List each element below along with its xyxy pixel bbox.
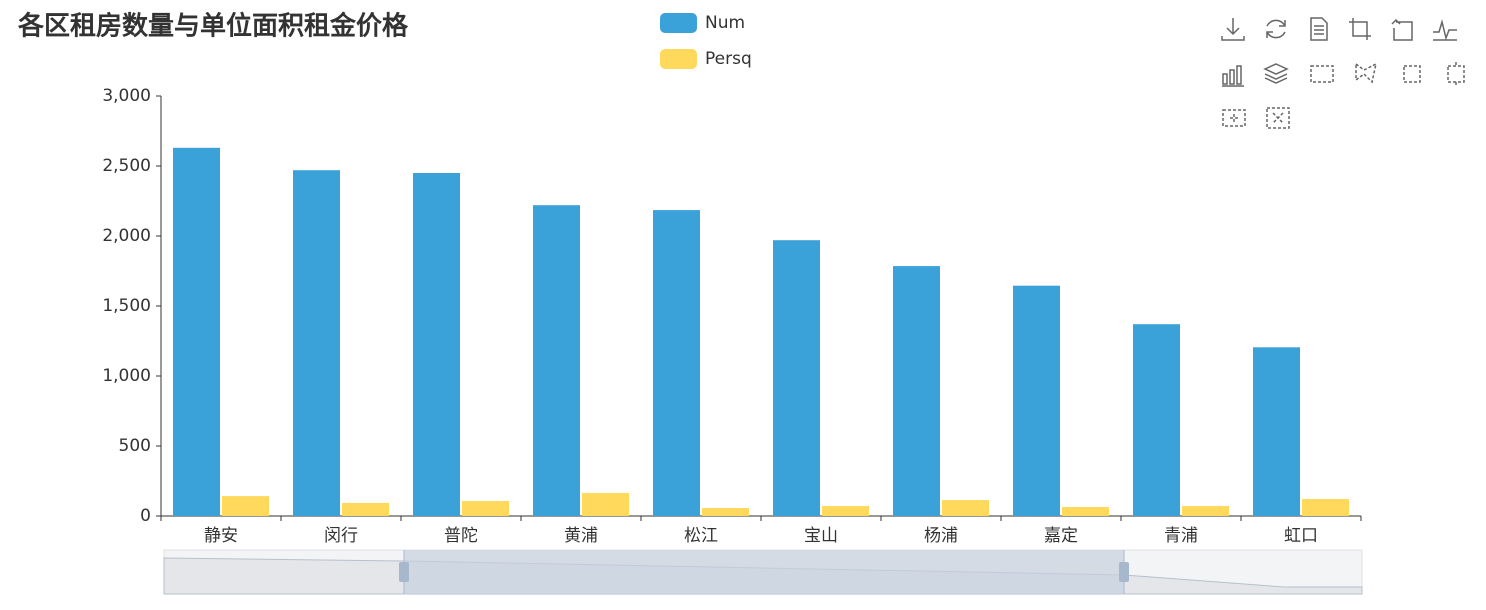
bar[interactable]	[1133, 324, 1180, 516]
bar[interactable]	[1013, 285, 1060, 516]
x-tick-label: 嘉定	[1044, 526, 1078, 546]
bar[interactable]	[173, 147, 220, 517]
bar[interactable]	[702, 508, 749, 516]
bar[interactable]	[822, 506, 869, 516]
tool-stack[interactable]	[1263, 63, 1289, 84]
tool-line-chart[interactable]	[1433, 19, 1457, 41]
tool-bar-chart[interactable]	[1222, 65, 1244, 87]
bar[interactable]	[893, 266, 940, 516]
zoom-window[interactable]	[404, 550, 1124, 594]
data-zoom[interactable]	[163, 549, 1363, 595]
tool-data-view[interactable]	[1310, 17, 1328, 41]
x-tick-label: 宝山	[804, 526, 838, 546]
legend-label[interactable]: Num	[705, 13, 745, 33]
bar[interactable]	[1062, 507, 1109, 516]
tool-zoom[interactable]	[1222, 109, 1246, 127]
legend-swatch[interactable]	[660, 13, 697, 33]
tool-save[interactable]	[1221, 18, 1245, 41]
y-tick-label: 3,000	[102, 86, 151, 106]
bar[interactable]	[342, 502, 389, 516]
y-tick-label: 0	[140, 506, 151, 526]
tool-clear[interactable]	[1447, 62, 1465, 86]
y-tick-label: 1,500	[102, 296, 151, 316]
tool-keep[interactable]	[1403, 65, 1421, 83]
bar[interactable]	[1302, 499, 1349, 516]
x-tick-label: 杨浦	[924, 526, 958, 546]
bar[interactable]	[413, 173, 460, 516]
y-tick-label: 2,500	[102, 156, 151, 176]
x-tick-label: 静安	[204, 526, 238, 546]
bar[interactable]	[533, 205, 580, 516]
tool-rect-select[interactable]	[1310, 65, 1334, 83]
y-tick-label: 1,000	[102, 366, 151, 386]
bar[interactable]	[222, 496, 269, 516]
bar[interactable]	[1182, 506, 1229, 516]
x-tick-label: 普陀	[444, 526, 478, 546]
legend-label[interactable]: Persq	[705, 49, 752, 69]
x-tick-label: 松江	[684, 526, 718, 546]
y-tick-label: 2,000	[102, 226, 151, 246]
tool-zoom-reset[interactable]	[1266, 107, 1290, 129]
legend-swatch[interactable]	[660, 49, 697, 69]
x-tick-label: 虹口	[1284, 526, 1318, 546]
bar[interactable]	[1253, 347, 1300, 516]
bar[interactable]	[293, 170, 340, 516]
bar[interactable]	[653, 210, 700, 516]
x-tick-label: 青浦	[1164, 526, 1198, 546]
chart-title: 各区租房数量与单位面积租金价格	[17, 11, 409, 42]
bar[interactable]	[462, 501, 509, 516]
tool-polygon-select[interactable]	[1355, 62, 1378, 84]
tool-restore[interactable]	[1266, 19, 1286, 39]
x-tick-label: 闵行	[324, 526, 358, 546]
tool-line[interactable]	[1349, 18, 1371, 40]
y-tick-label: 500	[119, 436, 151, 456]
toolbox	[1221, 17, 1465, 129]
x-tick-label: 黄浦	[564, 526, 598, 546]
bar[interactable]	[773, 240, 820, 516]
tool-bar[interactable]	[1391, 18, 1413, 41]
bar[interactable]	[582, 493, 629, 516]
bar[interactable]	[942, 500, 989, 516]
